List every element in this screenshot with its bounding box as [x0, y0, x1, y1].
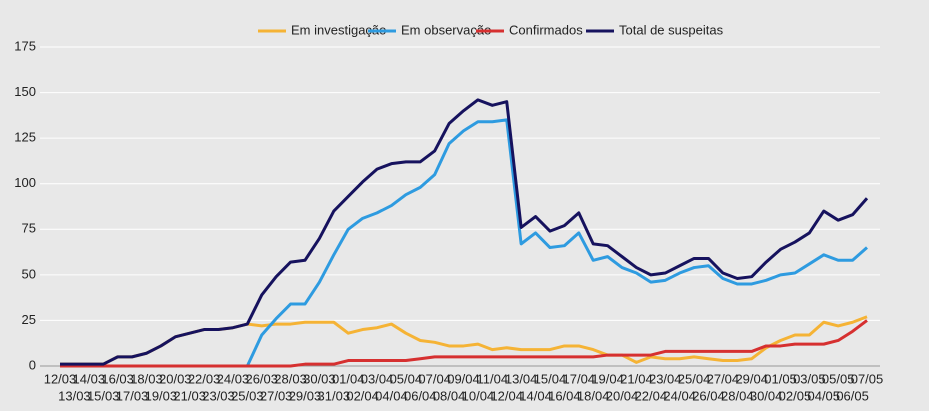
y-tick-label: 25	[22, 312, 36, 327]
x-tick-label: 12/04	[490, 388, 523, 403]
x-tick-label: 15/03	[87, 388, 120, 403]
x-tick-label: 22/04	[635, 388, 668, 403]
x-tick-label: 06/05	[836, 388, 869, 403]
x-tick-label: 16/03	[101, 371, 134, 386]
legend-label: Em investigação	[291, 22, 386, 37]
x-tick-label: 15/04	[534, 371, 567, 386]
x-tick-label: 13/04	[505, 371, 538, 386]
series-line	[60, 319, 868, 368]
x-tick-label: 30/04	[750, 388, 783, 403]
x-tick-label: 18/03	[130, 371, 163, 386]
x-tick-label: 03/05	[793, 371, 826, 386]
y-tick-label: 150	[14, 84, 36, 99]
legend-label: Total de suspeitas	[619, 22, 724, 37]
y-tick-label: 50	[22, 266, 36, 281]
x-tick-label: 25/03	[231, 388, 264, 403]
x-tick-label: 24/03	[217, 371, 250, 386]
y-tick-label: 125	[14, 130, 36, 145]
x-tick-label: 27/04	[707, 371, 740, 386]
legend-label: Em observação	[401, 22, 491, 37]
x-tick-label: 07/04	[418, 371, 451, 386]
y-tick-label: 0	[29, 357, 36, 372]
x-tick-label: 13/03	[58, 388, 91, 403]
y-tick-label: 175	[14, 38, 36, 53]
series-line	[60, 98, 869, 366]
x-tick-label: 02/05	[779, 388, 812, 403]
x-tick-label: 11/04	[477, 371, 509, 386]
x-tick-label: 05/04	[390, 371, 423, 386]
x-tick-label: 30/03	[303, 371, 336, 386]
x-tick-label: 23/04	[649, 371, 682, 386]
x-tick-label: 03/04	[361, 371, 394, 386]
x-tick-label: 14/03	[73, 371, 106, 386]
x-tick-label: 16/04	[548, 388, 581, 403]
x-tick-label: 29/03	[289, 388, 322, 403]
x-tick-label: 06/04	[404, 388, 437, 403]
x-tick-label: 19/04	[591, 371, 624, 386]
x-tick-label: 05/05	[822, 371, 855, 386]
x-tick-label: 04/05	[807, 388, 840, 403]
x-tick-label: 23/03	[202, 388, 235, 403]
x-tick-label: 28/03	[274, 371, 307, 386]
x-tick-label: 29/04	[735, 371, 768, 386]
x-tick-label: 27/03	[260, 388, 293, 403]
x-tick-label: 17/04	[563, 371, 596, 386]
y-tick-label: 100	[14, 175, 36, 190]
x-tick-label: 01/05	[764, 371, 797, 386]
x-tick-label: 12/03	[44, 371, 77, 386]
x-tick-label: 20/03	[159, 371, 192, 386]
x-tick-label: 22/03	[188, 371, 221, 386]
x-tick-label: 21/03	[173, 388, 206, 403]
x-tick-label: 01/04	[332, 371, 365, 386]
x-tick-label: 20/04	[606, 388, 639, 403]
x-tick-label: 26/03	[245, 371, 278, 386]
x-tick-label: 09/04	[447, 371, 480, 386]
x-tick-label: 26/04	[692, 388, 725, 403]
x-tick-label: 19/03	[145, 388, 178, 403]
x-tick-label: 25/04	[678, 371, 711, 386]
x-tick-label: 18/04	[577, 388, 610, 403]
y-tick-label: 75	[22, 221, 36, 236]
x-tick-label: 07/05	[851, 371, 884, 386]
x-tick-label: 21/04	[620, 371, 653, 386]
x-tick-label: 31/03	[318, 388, 351, 403]
x-tick-label: 14/04	[519, 388, 552, 403]
x-tick-label: 28/04	[721, 388, 754, 403]
x-tick-label: 08/04	[433, 388, 466, 403]
x-tick-label: 04/04	[375, 388, 408, 403]
x-tick-label: 10/04	[462, 388, 495, 403]
legend-label: Confirmados	[509, 22, 583, 37]
x-tick-label: 24/04	[663, 388, 696, 403]
x-tick-label: 17/03	[116, 388, 149, 403]
x-tick-label: 02/04	[346, 388, 379, 403]
